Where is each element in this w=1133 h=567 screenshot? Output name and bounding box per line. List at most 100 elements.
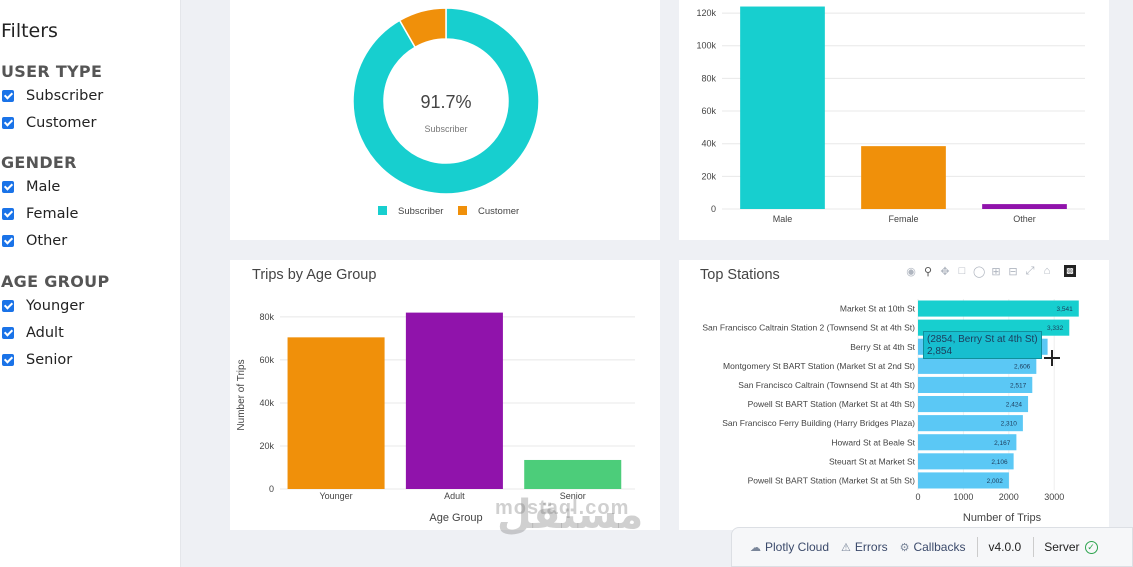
checkbox-customer[interactable]: Customer: [2, 115, 96, 131]
errors-button[interactable]: ⚠ Errors: [841, 540, 888, 554]
bar-senior[interactable]: [524, 459, 622, 489]
age-group-heading: AGE GROUP: [1, 272, 110, 291]
checkbox-senior[interactable]: Senior: [2, 352, 72, 368]
y-tick-label: 40k: [259, 398, 274, 408]
donut-chart: 91.7% Subscriber Subscriber Customer: [352, 7, 540, 217]
top-stations-card: Top Stations Number of Trips 0 1000 2000 30…: [679, 260, 1109, 530]
zoom-in-icon[interactable]: ⊞: [991, 266, 1001, 278]
checkbox-female[interactable]: Female: [2, 206, 78, 222]
x-tick-label: Female: [888, 214, 918, 224]
home-icon[interactable]: ⌂: [1043, 265, 1051, 277]
y-tick-label: San Francisco Caltrain Station 2 (Townse…: [702, 323, 915, 333]
bar-value-label: 2,517: [1010, 382, 1027, 389]
x-tick-label: Senior: [560, 491, 586, 501]
checkbox-checked-icon[interactable]: [2, 117, 14, 129]
bar-female[interactable]: [861, 146, 946, 209]
station-bar[interactable]: [918, 434, 1017, 451]
y-tick-label: 80k: [701, 73, 716, 83]
checkbox-checked-icon[interactable]: [2, 208, 14, 220]
checkbox-adult[interactable]: Adult: [2, 325, 64, 341]
station-bar[interactable]: [918, 472, 1009, 489]
checkbox-younger[interactable]: Younger: [2, 298, 84, 314]
version-label: v4.0.0: [988, 540, 1022, 554]
tooltip-line-2: 2,854: [927, 346, 953, 357]
checkbox-checked-icon[interactable]: [2, 300, 14, 312]
camera-icon[interactable]: ◉: [906, 266, 916, 278]
box-select-icon[interactable]: □: [958, 265, 966, 277]
x-tick-label: Adult: [444, 491, 465, 501]
gender-bar-card: 0 20k 40k 60k 80k 100k 120k Male Female Other: [679, 0, 1109, 240]
zoom-icon[interactable]: ⚲: [923, 266, 933, 278]
watermark-latin: mostaql.com: [495, 497, 630, 519]
station-bar[interactable]: [918, 357, 1037, 374]
plotly-logo-icon[interactable]: ▩: [1064, 265, 1076, 277]
y-tick-label: Steuart St at Market St: [829, 456, 916, 466]
checkbox-other[interactable]: Other: [2, 233, 67, 249]
y-tick-label: Montgomery St BART Station (Market St at…: [723, 361, 915, 371]
donut-slice-subscriber[interactable]: [352, 7, 540, 195]
zoom-out-icon[interactable]: ⊟: [1008, 266, 1018, 278]
station-bar[interactable]: [918, 396, 1029, 413]
devbar-divider: [1033, 537, 1035, 557]
server-status[interactable]: Server ✓: [1044, 540, 1098, 554]
checkbox-checked-icon[interactable]: [2, 90, 14, 102]
x-tick-label: Younger: [319, 491, 352, 501]
checkbox-subscriber[interactable]: Subscriber: [2, 88, 103, 104]
callbacks-button[interactable]: ⚙ Callbacks: [900, 540, 966, 554]
age-group-card: Trips by Age Group Number of Trips Age G…: [230, 260, 660, 530]
age-group-bar-chart: Number of Trips Age Group 0 20k 40k 60k 80k Y…: [236, 312, 635, 524]
station-bar[interactable]: [918, 453, 1014, 470]
bar-male[interactable]: [740, 6, 825, 209]
legend-label-customer[interactable]: Customer: [478, 206, 519, 217]
x-tick-label: Other: [1013, 214, 1036, 224]
y-tick-label: Howard St at Beale St: [831, 437, 915, 447]
plotly-cloud-button[interactable]: ☁ Plotly Cloud: [750, 540, 829, 554]
pan-icon[interactable]: ✥: [940, 266, 950, 278]
legend-swatch-subscriber[interactable]: [378, 206, 387, 215]
crosshair-cursor-icon: [1044, 350, 1060, 366]
station-bar[interactable]: [918, 415, 1023, 432]
lasso-select-icon[interactable]: ◯: [973, 266, 986, 278]
station-bar[interactable]: [918, 376, 1033, 393]
checkbox-male[interactable]: Male: [2, 179, 60, 195]
bar-value-label: 2,106: [991, 459, 1008, 466]
bar-younger[interactable]: [287, 337, 385, 489]
donut-center-value: 91.7%: [420, 92, 471, 112]
errors-label: Errors: [854, 540, 888, 554]
y-tick-label: 0: [711, 204, 716, 214]
age-y-axis-label: Number of Trips: [236, 359, 247, 430]
legend-swatch-customer[interactable]: [458, 206, 467, 215]
bar-other[interactable]: [982, 204, 1067, 209]
bar-value-label: 2,424: [1006, 402, 1023, 409]
autoscale-icon[interactable]: ⤢: [1025, 265, 1035, 277]
checkbox-label: Younger: [26, 298, 85, 314]
y-tick-label: 60k: [701, 106, 716, 116]
checkbox-checked-icon[interactable]: [2, 181, 14, 193]
checkbox-label: Customer: [26, 115, 97, 131]
y-tick-label: Market St at 10th St: [840, 304, 916, 314]
checkbox-label: Other: [26, 233, 68, 249]
checkbox-checked-icon[interactable]: [2, 327, 14, 339]
y-tick-label: 100k: [696, 41, 716, 51]
checkbox-checked-icon[interactable]: [2, 235, 14, 247]
y-tick-label: 20k: [701, 171, 716, 181]
y-tick-label: 40k: [701, 139, 716, 149]
checkbox-checked-icon[interactable]: [2, 354, 14, 366]
filters-title: Filters: [1, 20, 58, 42]
station-bar[interactable]: [918, 300, 1079, 317]
watermark-arabic: مستقل: [497, 492, 644, 538]
filters-sidebar: Filters USER TYPE Subscriber Customer GE…: [0, 0, 181, 567]
bar-value-label: 3,541: [1056, 306, 1073, 313]
gender-heading: GENDER: [1, 153, 77, 172]
plot-modebar: ◉ ⚲ ✥ □ ◯ ⊞ ⊟ ⤢ ⌂ ▩: [905, 265, 1076, 278]
hover-tooltip: (2854, Berry St at 4th St) 2,854: [923, 331, 1042, 359]
y-tick-label: 20k: [259, 441, 274, 451]
bar-value-label: 2,002: [987, 478, 1004, 485]
plotly-cloud-label: Plotly Cloud: [765, 540, 830, 554]
y-tick-label: Powell St BART Station (Market St at 4th…: [748, 399, 916, 409]
age-chart-title: Trips by Age Group: [252, 267, 377, 283]
bar-adult[interactable]: [405, 312, 503, 489]
donut-slice-customer[interactable]: [398, 7, 447, 49]
bar-value-label: 3,332: [1047, 325, 1064, 332]
legend-label-subscriber[interactable]: Subscriber: [398, 206, 443, 217]
